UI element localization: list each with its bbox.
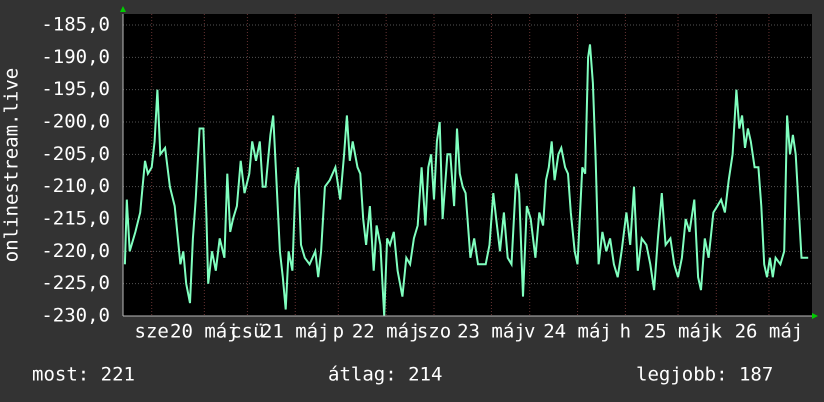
stat-best: legjobb: 187: [636, 364, 773, 386]
x-tick-label: sze: [135, 321, 169, 343]
x-tick-label: szo: [417, 321, 451, 343]
y-axis-arrow: [120, 6, 126, 12]
data-line: [123, 44, 809, 317]
y-tick-label: -230,0: [41, 305, 110, 327]
y-tick-label: -215,0: [41, 207, 110, 229]
x-tick-label: 22 máj: [352, 321, 421, 343]
stat-current: most: 221: [32, 364, 135, 386]
x-tick-label: k: [711, 321, 723, 343]
y-tick-label: -220,0: [41, 240, 110, 262]
x-axis-arrow: [812, 313, 818, 319]
x-tick-label: 20 máj: [170, 321, 239, 343]
x-tick-label: 21 máj: [261, 321, 330, 343]
x-tick-label: 26 máj: [735, 321, 804, 343]
y-tick-label: -205,0: [41, 143, 110, 165]
y-tick-label: -210,0: [41, 175, 110, 197]
y-tick-label: -225,0: [41, 272, 110, 294]
y-axis-label: onlinestream.live: [1, 68, 23, 262]
x-tick-label: h: [620, 321, 631, 343]
x-tick-label: 25 máj: [644, 321, 713, 343]
plot-area: [123, 14, 812, 316]
stat-average: átlag: 214: [328, 364, 442, 386]
y-tick-label: -190,0: [41, 46, 110, 68]
x-tick-label: p: [333, 321, 344, 343]
y-tick-label: -200,0: [41, 110, 110, 132]
x-tick-label: v: [524, 321, 535, 343]
y-tick-label: -185,0: [41, 13, 110, 35]
x-tick-label: 23 máj: [457, 321, 526, 343]
y-tick-label: -195,0: [41, 78, 110, 100]
x-tick-label: csü: [230, 321, 264, 343]
x-tick-label: 24 máj: [543, 321, 612, 343]
marks: [123, 44, 809, 317]
